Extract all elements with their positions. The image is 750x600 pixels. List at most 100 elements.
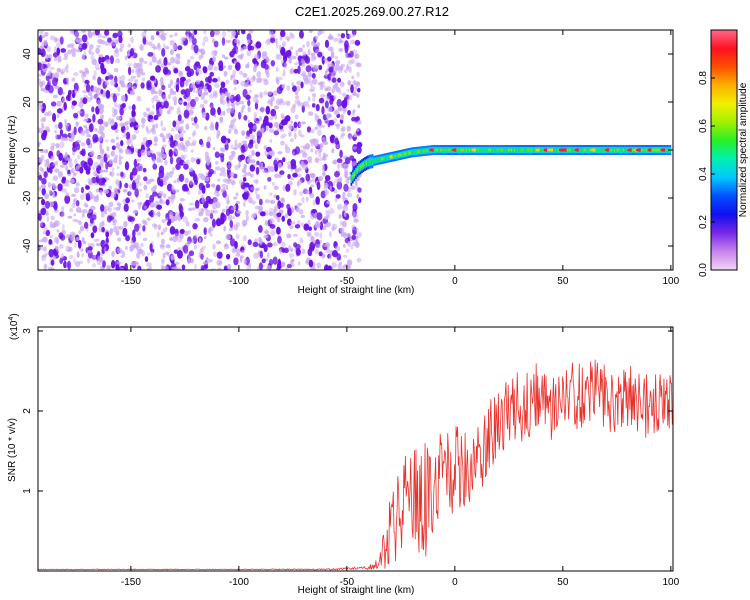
spectrogram-speckle	[160, 263, 165, 270]
spectrogram-speckle	[168, 149, 173, 158]
signal-band-core	[495, 148, 498, 152]
spectrogram-speckle	[56, 100, 62, 107]
spectrogram-speckle	[56, 114, 60, 118]
spectrogram-speckle	[239, 255, 244, 259]
spectrogram-speckle	[74, 89, 78, 95]
spectrogram-speckle	[348, 66, 352, 73]
spectrogram-speckle	[64, 154, 69, 161]
spectrogram-speckle	[206, 141, 211, 149]
spectrogram-speckle	[43, 171, 48, 179]
spectrogram-speckle	[76, 110, 83, 114]
spectrogram-speckle	[152, 163, 158, 170]
spectrogram-speckle	[112, 38, 119, 42]
spectrogram-speckle	[240, 144, 246, 153]
spectrogram-speckle	[95, 47, 101, 55]
spectrogram-speckle	[79, 225, 85, 232]
spectrogram-speckle	[170, 194, 176, 200]
spectrogram-speckle	[75, 48, 82, 53]
signal-band-core	[507, 148, 510, 152]
spectrogram-speckle	[103, 169, 109, 173]
spectrogram-speckle	[243, 190, 250, 198]
spectrogram-speckle	[347, 265, 351, 270]
spectrogram-speckle	[146, 84, 152, 91]
spectrogram-speckle	[227, 160, 232, 165]
colorbar-frame	[710, 29, 738, 271]
spectrogram-speckle	[53, 36, 58, 43]
spectrogram-speckle	[192, 88, 196, 93]
spectrogram-speckle	[106, 146, 110, 152]
spectrogram-speckle	[74, 237, 79, 242]
spectrogram-speckle	[247, 99, 251, 107]
spectrogram-speckle	[354, 39, 361, 46]
spectrogram-speckle	[212, 210, 218, 214]
spectrogram-speckle	[178, 205, 184, 214]
spectrogram-speckle	[110, 191, 116, 199]
spectrogram-speckle	[133, 62, 138, 69]
spectrogram-speckle	[163, 57, 168, 66]
spectrogram-speckle	[151, 153, 157, 162]
spectrogram-speckle	[59, 234, 66, 241]
spectrogram-speckle	[238, 100, 245, 105]
spectrogram-speckle	[95, 67, 101, 71]
spectrogram-speckle	[280, 140, 285, 146]
spectrogram-speckle	[237, 39, 241, 46]
spectrogram-speckle	[59, 244, 64, 249]
spectrogram-speckle	[209, 212, 214, 220]
spectrogram-speckle	[288, 252, 295, 259]
spectrogram-speckle	[209, 233, 213, 237]
spectrogram-speckle	[209, 259, 213, 263]
signal-band-core	[612, 148, 614, 152]
spectrogram-speckle	[55, 133, 58, 141]
spectrogram-speckle	[272, 256, 278, 265]
x-tick-label: -150	[121, 577, 141, 588]
spectrogram-speckle	[243, 163, 248, 170]
signal-band-core	[621, 148, 623, 152]
spectrogram-speckle	[89, 205, 96, 211]
signal-band-core	[400, 153, 403, 157]
spectrogram-speckle	[104, 41, 110, 46]
spectrogram-speckle	[82, 77, 85, 83]
spectrogram-speckle	[194, 199, 200, 209]
spectrogram-speckle	[286, 85, 291, 91]
spectrogram-speckle	[171, 266, 177, 270]
spectrogram-speckle	[107, 74, 114, 80]
spectrogram-speckle	[346, 259, 353, 266]
spectrogram-speckle	[165, 244, 171, 249]
spectrogram-speckle	[256, 71, 262, 78]
spectrogram-speckle	[184, 177, 189, 184]
y-tick-label: 3	[22, 328, 33, 334]
spectrogram-speckle	[38, 157, 43, 163]
spectrogram-speckle	[79, 70, 84, 74]
spectrogram-speckle	[210, 107, 216, 116]
spectrogram-speckle	[38, 101, 43, 107]
signal-band-core	[494, 148, 496, 152]
spectrogram-speckle	[161, 85, 166, 91]
signal-band-core	[441, 148, 443, 152]
spectrogram-speckle	[83, 118, 89, 122]
spectrogram-speckle	[58, 121, 63, 130]
signal-band-core	[533, 148, 536, 152]
spectrogram-speckle	[243, 201, 246, 208]
spectrogram-speckle	[39, 246, 44, 251]
spectrogram-speckle	[352, 213, 359, 221]
spectrogram-speckle	[107, 37, 112, 43]
spectrogram-speckle	[106, 72, 111, 76]
spectrogram-speckle	[333, 110, 340, 116]
spectrogram-speckle	[314, 35, 319, 40]
spectrogram-speckle	[127, 78, 134, 82]
spectrogram-speckle	[223, 70, 228, 77]
spectrogram-speckle	[52, 191, 56, 199]
signal-band-core	[353, 172, 356, 177]
spectrogram-speckle	[329, 231, 332, 238]
spectrogram-speckle	[48, 85, 54, 94]
spectrogram-speckle	[100, 67, 107, 75]
spectrogram-speckle	[263, 234, 269, 239]
spectrogram-speckle	[119, 104, 126, 109]
spectrogram-speckle	[245, 94, 251, 100]
spectrogram-speckle	[141, 31, 147, 38]
spectrogram-speckle	[295, 95, 300, 100]
spectrogram-speckle	[341, 99, 348, 109]
spectrogram-speckle	[322, 152, 327, 158]
spectrogram-speckle	[213, 40, 219, 48]
signal-band-core	[527, 148, 530, 152]
